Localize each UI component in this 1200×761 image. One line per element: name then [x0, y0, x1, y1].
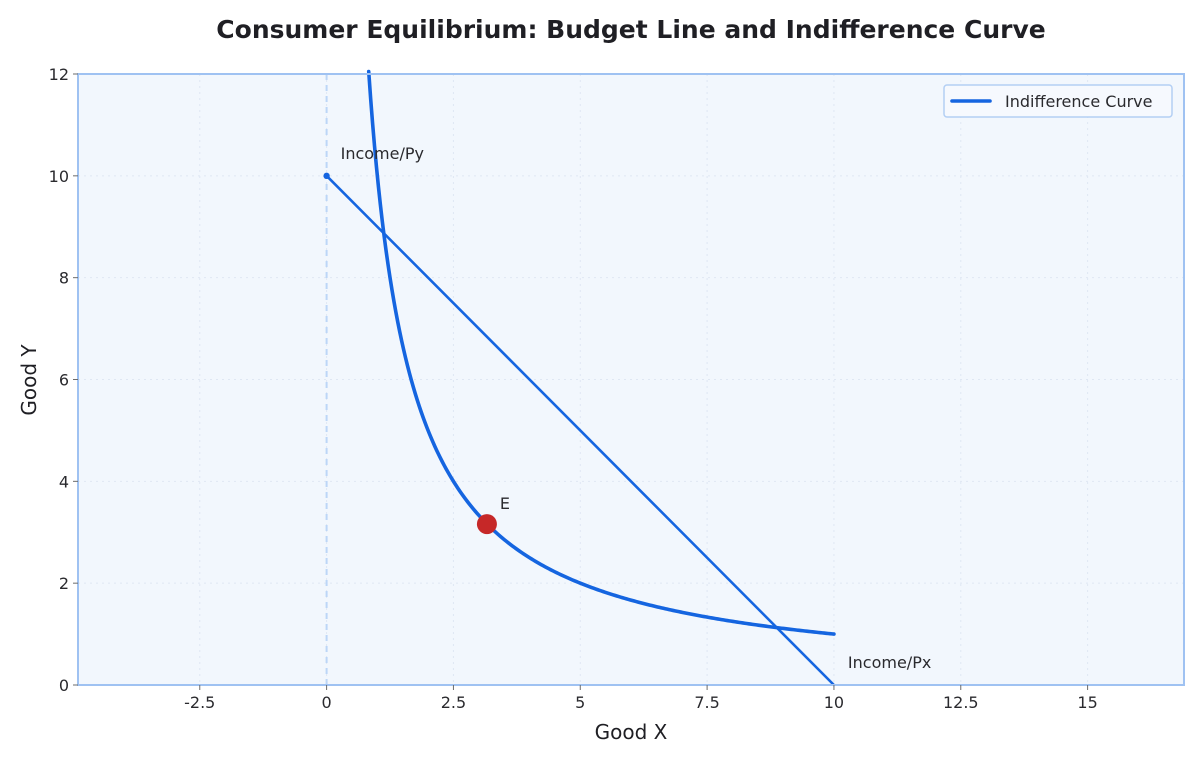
budget-intercept-point: [323, 172, 330, 180]
equilibrium-label: E: [500, 494, 510, 513]
y-axis-label: Good Y: [17, 344, 41, 416]
x-intercept-annotation: Income/Px: [848, 653, 931, 672]
x-tick-label: 0: [322, 693, 332, 712]
x-tick-label: 2.5: [441, 693, 466, 712]
legend-entry: Indifference Curve: [1005, 92, 1152, 111]
equilibrium-point: [476, 514, 497, 535]
y-tick-label: 10: [49, 167, 69, 186]
indifference-curve: [366, 69, 836, 636]
y-tick-label: 8: [59, 269, 69, 288]
budget-line: [325, 174, 836, 687]
x-tick-label: 7.5: [694, 693, 719, 712]
x-tick-label: 15: [1077, 693, 1097, 712]
annotation-layer: Income/Py Income/Px: [341, 144, 932, 672]
series-layer: [325, 69, 836, 687]
x-tick-label: -2.5: [184, 693, 215, 712]
y-tick-label: 0: [59, 676, 69, 695]
y-tick-label: 6: [59, 371, 69, 390]
points-layer: E: [323, 172, 510, 535]
y-axis-ticks: 0 2 4 6 8 10 12: [49, 65, 78, 695]
y-tick-label: 4: [59, 472, 69, 491]
legend-box: [943, 84, 1173, 118]
x-tick-label: 12.5: [943, 693, 979, 712]
y-tick-label: 2: [59, 574, 69, 593]
y-intercept-annotation: Income/Py: [341, 144, 424, 163]
x-tick-label: 5: [575, 693, 585, 712]
y-tick-label: 12: [49, 65, 69, 84]
chart-title: Consumer Equilibrium: Budget Line and In…: [216, 15, 1045, 44]
x-tick-label: 10: [824, 693, 844, 712]
legend: Indifference Curve: [943, 84, 1173, 118]
x-axis-ticks: -2.5 0 2.5 5 7.5 10 12.5 15: [184, 685, 1098, 712]
x-axis-label: Good X: [595, 720, 668, 744]
